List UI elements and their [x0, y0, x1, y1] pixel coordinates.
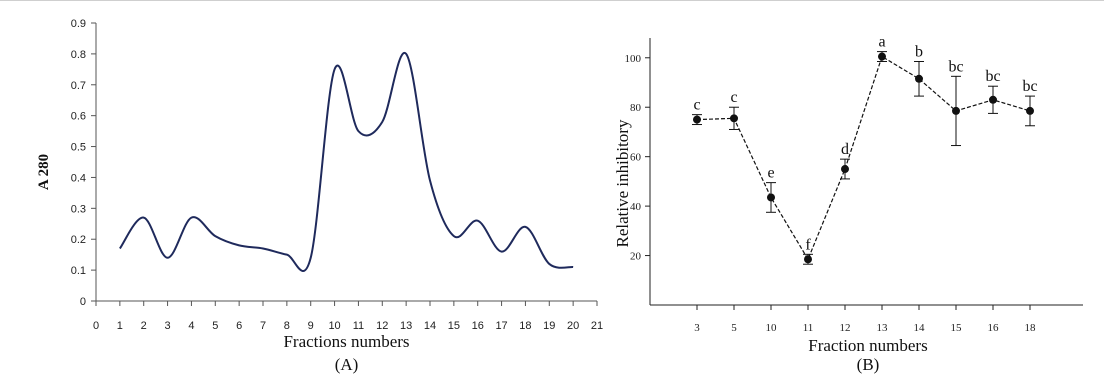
chart-a-x-tick-label: 17 [495, 320, 507, 332]
chart-b-series-line [696, 55, 1031, 261]
chart-b-panel-caption: (B) [857, 355, 880, 374]
chart-b-significance-letters: c c e f d a b bc bc bc [693, 34, 1037, 254]
chart-b-y-tick-label: 40 [630, 201, 642, 213]
chart-b-x-ticks: 3 5 10 11 12 13 14 15 16 18 [694, 305, 1036, 334]
chart-b-y-ticks: 20 40 60 80 100 [625, 53, 650, 263]
chart-a-x-tick-label: 11 [353, 320, 364, 332]
chart-b-data-point [1026, 106, 1034, 115]
chart-a-y-tick-label: 0.1 [71, 265, 86, 277]
chart-b-significance-letter: c [730, 89, 737, 106]
chart-b-data-point [878, 52, 886, 61]
chart-a-x-tick-label: 7 [260, 320, 266, 332]
chart-b-y-tick-label: 80 [630, 102, 642, 114]
chart-b-data-point [767, 193, 775, 202]
chart-b-x-tick-label: 15 [951, 322, 963, 334]
chart-a-x-tick-label: 19 [543, 320, 555, 332]
chart-b-y-tick-label: 20 [630, 251, 642, 263]
top-divider [0, 0, 1104, 1]
chart-a-x-tick-label: 3 [165, 320, 171, 332]
chart-b-data-point [915, 74, 923, 83]
chart-a-y-tick-label: 0.2 [71, 234, 86, 246]
chart-a-x-tick-label: 18 [519, 320, 531, 332]
chart-a-x-tick-label: 10 [328, 320, 340, 332]
chart-a-x-tick-label: 8 [284, 320, 290, 332]
chart-a-x-tick-label: 4 [188, 320, 194, 332]
chart-a-x-tick-label: 14 [424, 320, 436, 332]
chart-a-x-tick-label: 16 [472, 320, 484, 332]
chart-a-x-tick-label: 1 [117, 320, 123, 332]
chart-b-x-tick-label: 5 [731, 322, 737, 334]
chart-b-x-tick-label: 11 [803, 322, 814, 334]
chart-a-y-tick-label: 0.3 [71, 203, 86, 215]
chart-b-x-tick-label: 12 [840, 322, 851, 334]
chart-a-x-tick-label: 0 [93, 320, 99, 332]
chart-a-x-tick-label: 6 [236, 320, 242, 332]
chart-a-y-tick-label: 0.8 [71, 49, 86, 61]
chart-b-significance-letter: e [767, 165, 774, 182]
chart-a-y-ticks: 0 0.1 0.2 0.3 0.4 0.5 0.6 0.7 0.8 0.9 [71, 18, 96, 308]
chart-b-error-bars [692, 51, 1035, 265]
chart-b-x-axis-label: Fraction numbers [808, 336, 927, 355]
chart-b-points [693, 52, 1034, 264]
chart-b-significance-letter: bc [985, 68, 1000, 85]
chart-b-x-tick-label: 16 [988, 322, 1000, 334]
chart-a-series-line [119, 52, 574, 273]
chart-b-significance-letter: bc [948, 58, 963, 75]
chart-a-y-tick-label: 0.9 [71, 18, 86, 30]
chart-b-significance-letter: bc [1022, 78, 1037, 95]
chart-b-significance-letter: f [805, 236, 811, 253]
chart-a-panel-caption: (A) [335, 355, 359, 374]
chart-b-data-point [841, 165, 849, 174]
chart-b-significance-letter: d [841, 141, 849, 158]
chart-a-y-tick-label: 0.6 [71, 111, 86, 123]
chart-b-x-tick-label: 3 [694, 322, 700, 334]
chart-a-y-axis-label: A 280 [36, 154, 52, 190]
chart-b: 20 40 60 80 100 3 5 10 11 12 13 14 15 16 18 c c e f d a b bc… [613, 34, 1083, 374]
chart-b-significance-letter: b [915, 43, 923, 60]
chart-a-x-ticks: 0 1 2 3 4 5 6 7 8 9 10 11 12 13 14 15 16 17 18 19 20 21 [93, 301, 603, 332]
chart-b-y-tick-label: 100 [625, 53, 642, 65]
chart-b-data-point [989, 95, 997, 104]
chart-a-x-tick-label: 21 [591, 320, 603, 332]
chart-b-significance-letter: c [693, 97, 700, 114]
chart-b-x-tick-label: 14 [914, 322, 926, 334]
chart-a-y-tick-label: 0.5 [71, 142, 86, 154]
chart-b-y-tick-label: 60 [630, 152, 642, 164]
chart-a-x-tick-label: 9 [308, 320, 314, 332]
chart-a-y-tick-label: 0.7 [71, 80, 86, 92]
chart-a-x-tick-label: 13 [400, 320, 412, 332]
chart-b-data-point [730, 114, 738, 123]
chart-a-y-tick-label: 0 [80, 296, 86, 308]
chart-a-x-tick-label: 15 [448, 320, 460, 332]
chart-b-data-point [952, 106, 960, 115]
chart-b-data-point [804, 255, 812, 264]
chart-b-x-tick-label: 13 [877, 322, 889, 334]
chart-a-y-tick-label: 0.4 [71, 172, 86, 184]
chart-b-data-point [693, 115, 701, 124]
chart-b-y-axis-label: Relative inhibitory [613, 119, 632, 247]
chart-b-x-tick-label: 18 [1025, 322, 1037, 334]
chart-a-x-tick-label: 20 [567, 320, 579, 332]
chart-a-x-tick-label: 12 [376, 320, 388, 332]
chart-a-x-tick-label: 5 [212, 320, 218, 332]
chart-b-significance-letter: a [878, 34, 885, 51]
chart-a-x-axis-label: Fractions numbers [283, 332, 409, 351]
chart-b-x-tick-label: 10 [766, 322, 778, 334]
chart-a-x-tick-label: 2 [141, 320, 147, 332]
